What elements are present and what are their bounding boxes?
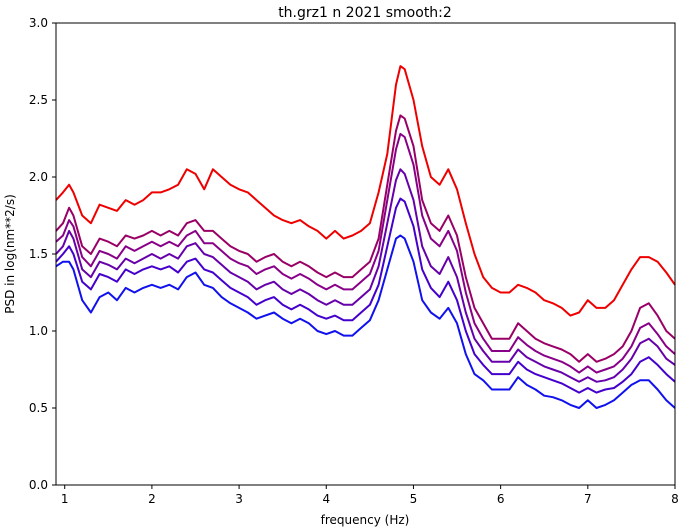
plot-series-group <box>55 65 676 409</box>
series-line-3 <box>55 132 676 374</box>
y-tick-label: 2.5 <box>29 93 48 107</box>
chart-title: th.grz1 n 2021 smooth:2 <box>278 5 452 21</box>
y-tick-label: 1.5 <box>29 247 48 261</box>
series-line-2 <box>55 114 676 363</box>
series-line-4 <box>55 168 676 383</box>
series-line-1 <box>55 65 676 317</box>
x-tick-label: 1 <box>61 492 69 506</box>
x-tick-label: 4 <box>322 492 330 506</box>
series-line-5 <box>55 197 676 394</box>
x-axis-label: frequency (Hz) <box>321 513 410 527</box>
x-tick-label: 3 <box>235 492 243 506</box>
y-tick-label: 0.5 <box>29 401 48 415</box>
x-tick-label: 6 <box>497 492 505 506</box>
x-tick-label: 7 <box>584 492 592 506</box>
y-tick-label: 0.0 <box>29 478 48 492</box>
series-line-6 <box>55 234 676 409</box>
x-tick-label: 2 <box>148 492 156 506</box>
y-axis-label: PSD in log(nm**2/s) <box>3 194 17 314</box>
x-tick-label: 5 <box>410 492 418 506</box>
y-tick-label: 1.0 <box>29 324 48 338</box>
y-tick-label: 2.0 <box>29 170 48 184</box>
x-tick-label: 8 <box>671 492 679 506</box>
y-axis: 0.0 0.5 1.0 1.5 2.0 2.5 3.0 <box>29 16 56 492</box>
plot-frame <box>55 22 676 486</box>
x-axis: 1 2 3 4 5 6 7 8 <box>61 485 679 506</box>
y-tick-label: 3.0 <box>29 16 48 30</box>
